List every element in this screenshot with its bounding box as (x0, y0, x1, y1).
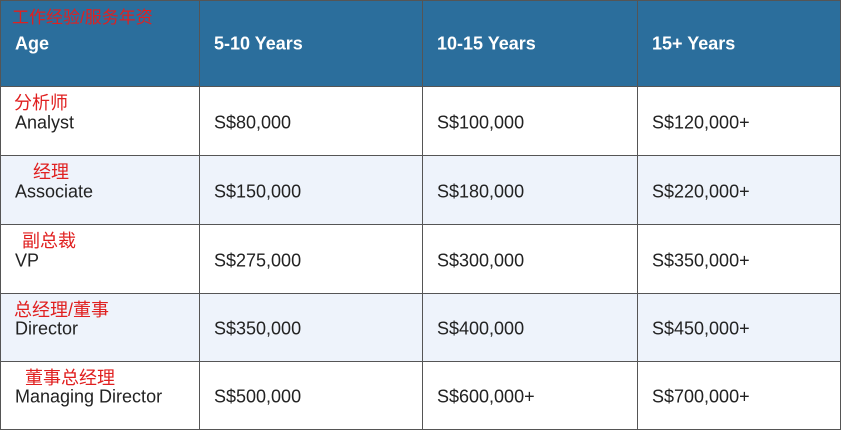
cell-text: S$120,000+ (652, 112, 750, 132)
cell-text: 5-10 Years (214, 33, 303, 54)
header-cell: 10-15 Years (423, 0, 638, 87)
cell-text: Analyst (15, 112, 75, 132)
table-cell: Analyst (0, 87, 200, 156)
cell-text: S$80,000 (214, 112, 292, 132)
annotation: 总经理/董事 (14, 300, 110, 320)
table-cell: S$80,000 (200, 87, 423, 156)
annotation: 经理 (33, 162, 69, 182)
table-cell: S$500,000 (200, 362, 423, 430)
table-cell: S$450,000+ (638, 294, 841, 362)
cell-text: Managing Director (15, 386, 163, 407)
cell-text: 10-15 Years (437, 33, 536, 54)
cell-text: Associate (15, 181, 94, 201)
table-cell: S$180,000 (423, 156, 638, 225)
annotation: 分析师 (14, 93, 68, 113)
table-cell: S$400,000 (423, 294, 638, 362)
annotation: 董事总经理 (25, 368, 115, 388)
cell-text: S$275,000 (214, 250, 302, 270)
cell-text: S$350,000+ (652, 250, 750, 270)
cell-text: VP (15, 250, 40, 270)
table-cell: S$150,000 (200, 156, 423, 225)
header-cell: 15+ Years (638, 0, 841, 87)
cell-text: S$350,000 (214, 318, 302, 339)
table-cell: S$600,000+ (423, 362, 638, 430)
table-cell: VP (0, 225, 200, 294)
table-cell: S$220,000+ (638, 156, 841, 225)
table-cell: S$700,000+ (638, 362, 841, 430)
table-cell: S$350,000 (200, 294, 423, 362)
table-cell: Director (0, 294, 200, 362)
cell-text: S$100,000 (437, 112, 525, 132)
table-cell: S$120,000+ (638, 87, 841, 156)
cell-text: Director (15, 318, 79, 339)
annotation: 工作经验/服务年资 (12, 8, 153, 27)
table-cell: S$350,000+ (638, 225, 841, 294)
table-cell: Associate (0, 156, 200, 225)
cell-text: S$180,000 (437, 181, 525, 201)
cell-text: S$400,000 (437, 318, 525, 339)
table-cell: S$275,000 (200, 225, 423, 294)
header-cell: Age (0, 0, 200, 87)
header-cell: 5-10 Years (200, 0, 423, 87)
table-cell: S$300,000 (423, 225, 638, 294)
cell-text: S$450,000+ (652, 318, 750, 339)
cell-text: Age (15, 33, 50, 54)
cell-text: S$600,000+ (437, 386, 535, 407)
cell-text: 15+ Years (652, 33, 736, 54)
table-cell: S$100,000 (423, 87, 638, 156)
cell-text: S$300,000 (437, 250, 525, 270)
cell-text: S$500,000 (214, 386, 302, 407)
annotation: 副总裁 (22, 231, 76, 251)
cell-text: S$700,000+ (652, 386, 750, 407)
cell-text: S$220,000+ (652, 181, 750, 201)
cell-text: S$150,000 (214, 181, 302, 201)
